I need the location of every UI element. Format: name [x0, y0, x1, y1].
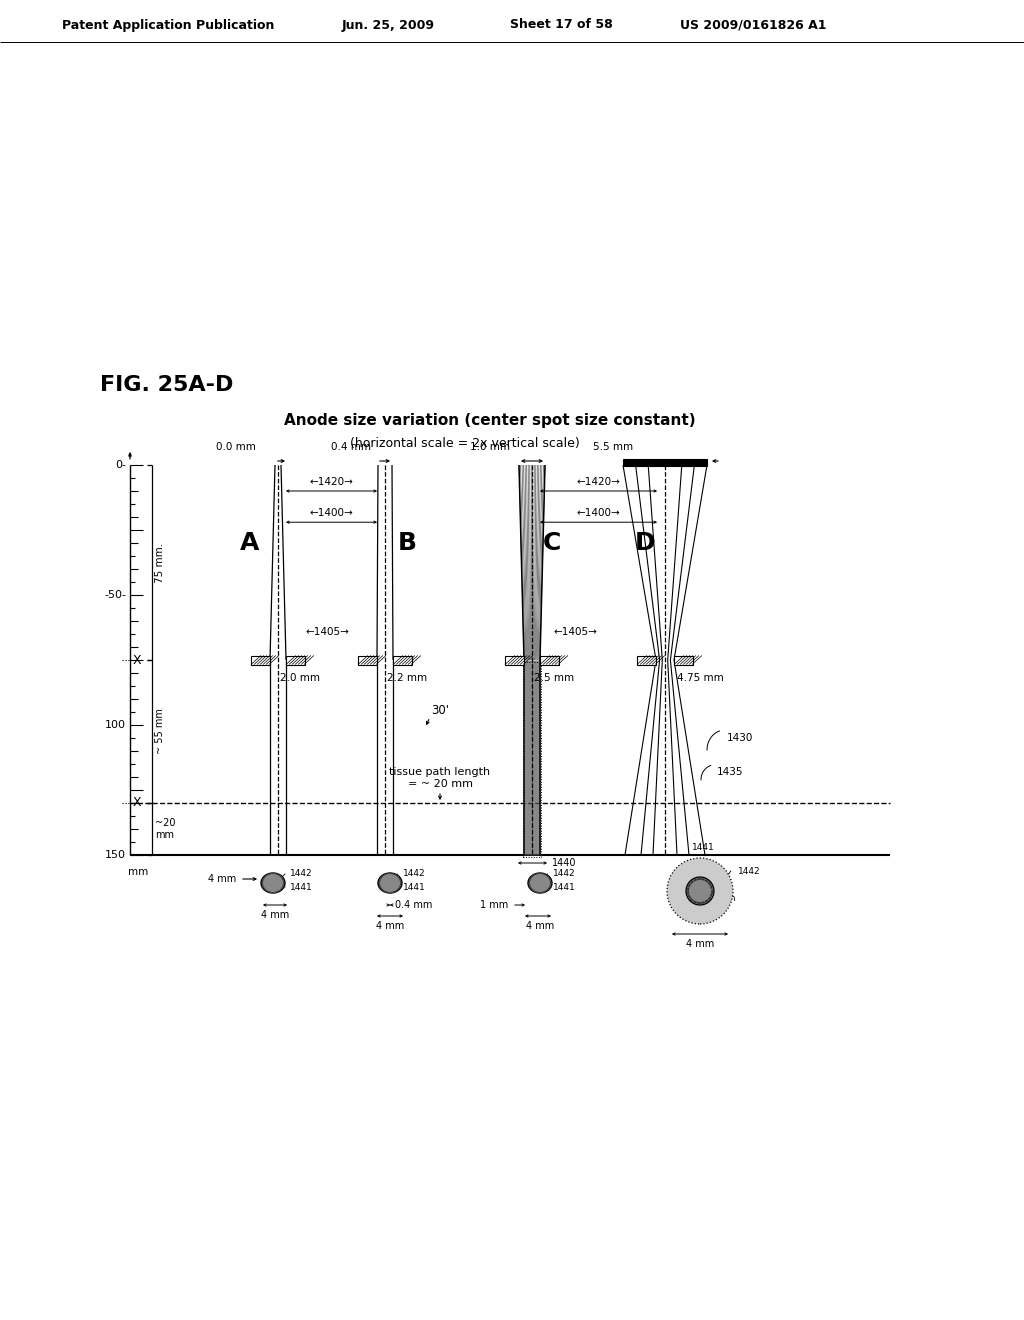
Text: 1.0 mm: 1.0 mm: [470, 442, 510, 451]
Text: ←1400→: ←1400→: [309, 508, 353, 519]
Text: ←1400→: ←1400→: [577, 508, 621, 519]
Text: 2.0 mm: 2.0 mm: [280, 673, 319, 682]
Text: ~20
mm: ~20 mm: [155, 818, 175, 840]
Text: FIG. 25A-D: FIG. 25A-D: [100, 375, 233, 395]
Text: 0.4 mm: 0.4 mm: [395, 900, 432, 909]
Text: 4 mm: 4 mm: [208, 874, 236, 884]
Text: 75 mm.: 75 mm.: [155, 543, 165, 582]
Text: 0-: 0-: [115, 459, 126, 470]
Text: 30': 30': [431, 704, 449, 717]
Text: X: X: [133, 796, 141, 809]
Text: Patent Application Publication: Patent Application Publication: [62, 18, 274, 32]
Ellipse shape: [261, 873, 285, 894]
Text: 2.2 mm: 2.2 mm: [387, 673, 427, 682]
Ellipse shape: [528, 873, 552, 894]
Bar: [505, 656, 524, 664]
Ellipse shape: [378, 873, 402, 894]
Text: 1 mm: 1 mm: [480, 900, 508, 909]
Text: Sheet 17 of 58: Sheet 17 of 58: [510, 18, 612, 32]
Text: tissue path length: tissue path length: [389, 767, 490, 777]
Text: 1441: 1441: [403, 883, 426, 891]
Text: 100: 100: [105, 719, 126, 730]
Text: X: X: [133, 653, 141, 667]
Text: ~ 55 mm: ~ 55 mm: [155, 709, 165, 755]
Bar: [674, 656, 693, 664]
Text: 150: 150: [105, 850, 126, 861]
Text: 1430: 1430: [727, 733, 754, 743]
Text: US 2009/0161826 A1: US 2009/0161826 A1: [680, 18, 826, 32]
Text: 1442: 1442: [553, 870, 575, 879]
Text: Jun. 25, 2009: Jun. 25, 2009: [342, 18, 435, 32]
Text: -50-: -50-: [104, 590, 126, 601]
Bar: [358, 656, 377, 664]
Text: 5.5 mm: 5.5 mm: [593, 442, 633, 451]
Text: 1442: 1442: [738, 866, 761, 875]
Text: D: D: [635, 531, 655, 554]
Text: mm: mm: [128, 867, 148, 876]
Text: ←1420→: ←1420→: [577, 477, 621, 487]
Bar: [286, 656, 305, 664]
Text: = ~ 20 mm: = ~ 20 mm: [408, 779, 472, 789]
Text: Anode size variation (center spot size constant): Anode size variation (center spot size c…: [285, 412, 696, 428]
Text: 0.4 mm: 0.4 mm: [331, 442, 371, 451]
Text: 1440: 1440: [552, 858, 577, 869]
Text: ←1405→: ←1405→: [306, 627, 350, 638]
Text: 2.5 mm: 2.5 mm: [534, 673, 574, 682]
Text: C: C: [543, 531, 561, 554]
Text: B: B: [397, 531, 417, 554]
Bar: [523, 663, 541, 857]
Text: 4 mm: 4 mm: [526, 921, 554, 931]
Bar: [540, 656, 559, 664]
Text: 1441: 1441: [692, 843, 715, 853]
Bar: [393, 656, 412, 664]
Text: (horizontal scale = 2x vertical scale): (horizontal scale = 2x vertical scale): [350, 437, 580, 450]
Text: 1441: 1441: [290, 883, 312, 891]
Text: 1435: 1435: [717, 767, 743, 776]
Text: 4 mm: 4 mm: [376, 921, 404, 931]
Text: 3.5
mm: 3.5 mm: [718, 883, 735, 903]
Text: 4 mm: 4 mm: [686, 939, 714, 949]
Text: 0.0 mm: 0.0 mm: [216, 442, 256, 451]
Text: 1442: 1442: [403, 870, 426, 879]
Bar: [251, 656, 270, 664]
Bar: [637, 656, 656, 664]
Circle shape: [686, 876, 714, 906]
Text: 4 mm: 4 mm: [261, 909, 289, 920]
Text: 1441: 1441: [553, 883, 575, 891]
Text: A: A: [241, 531, 260, 554]
Circle shape: [667, 858, 733, 924]
Text: ←1405→: ←1405→: [554, 627, 598, 638]
Text: 4.75 mm: 4.75 mm: [677, 673, 724, 682]
Bar: [623, 459, 707, 466]
Text: ←1420→: ←1420→: [309, 477, 353, 487]
Text: 1442: 1442: [290, 870, 312, 879]
